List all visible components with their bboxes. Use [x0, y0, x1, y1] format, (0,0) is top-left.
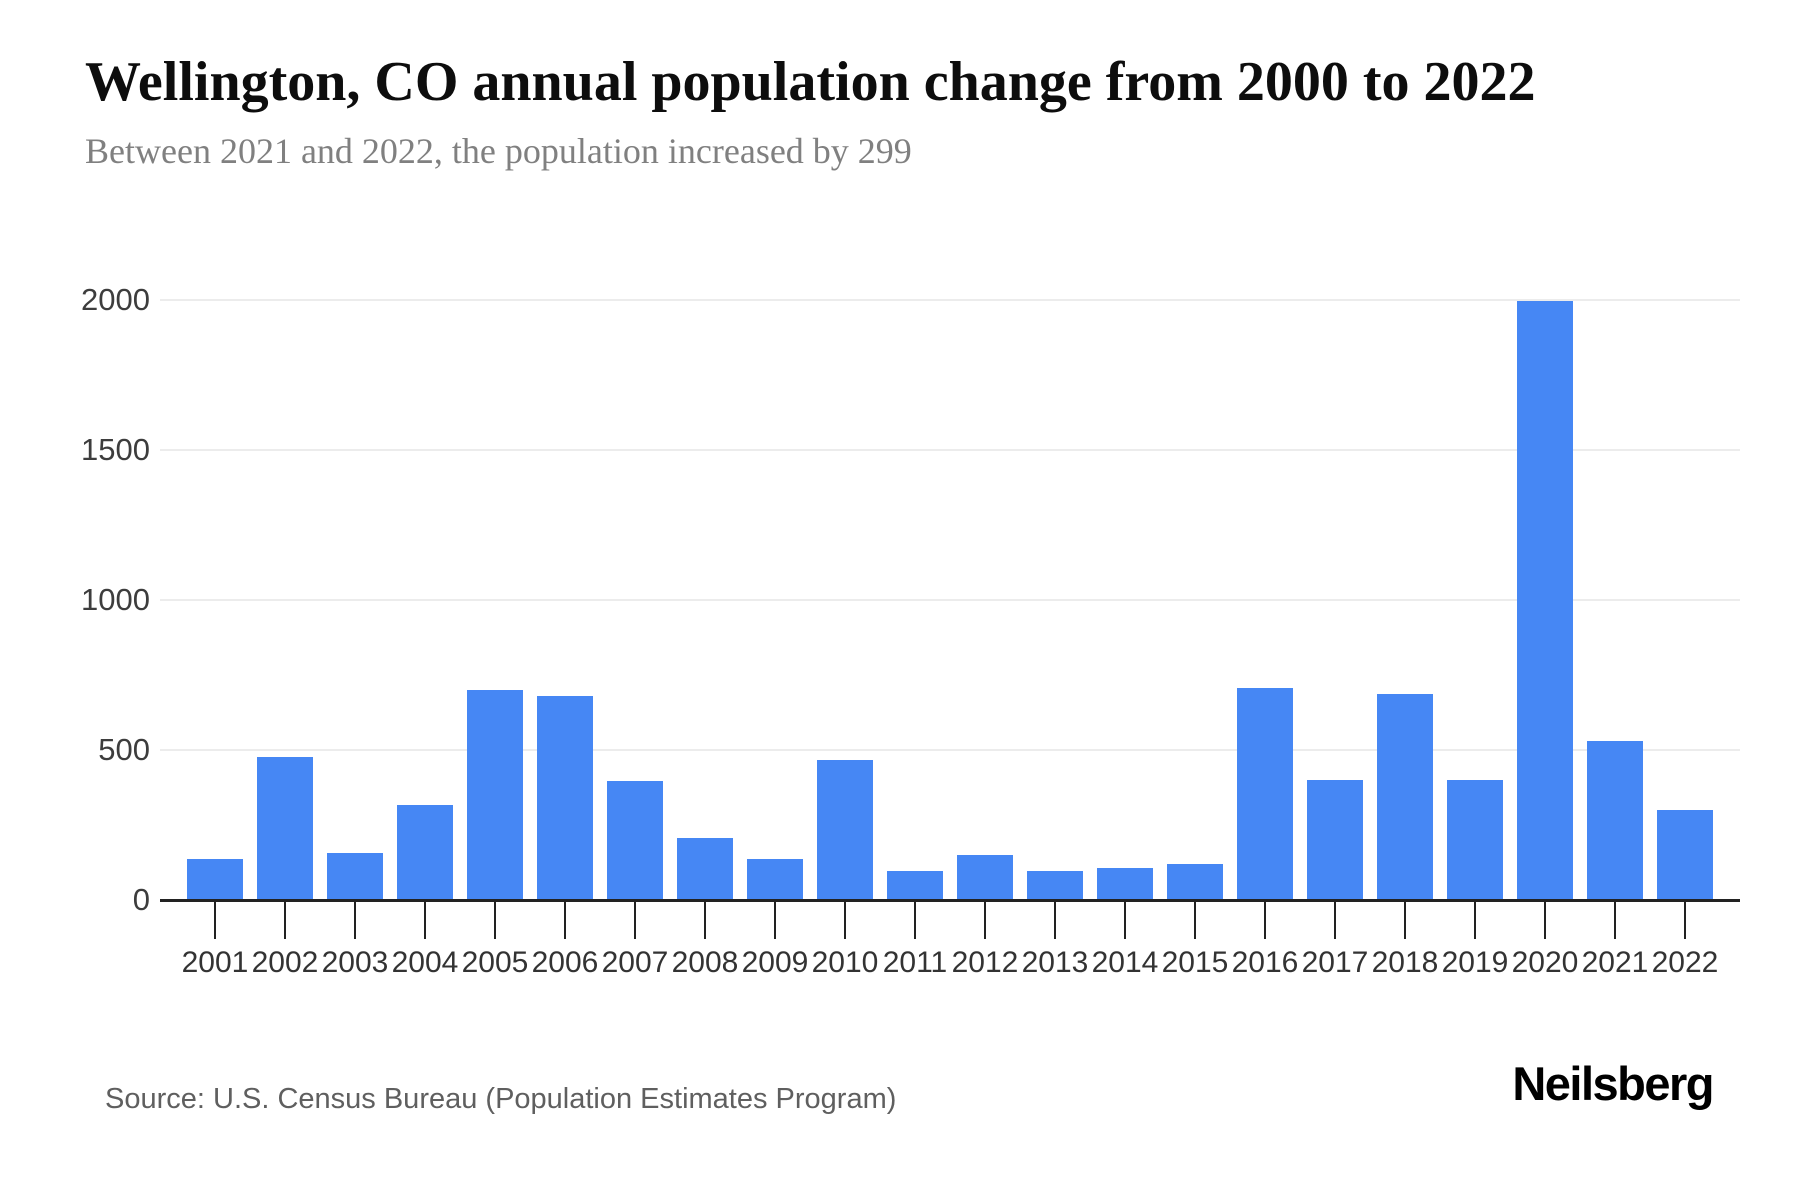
bar-2004[interactable] — [397, 805, 453, 900]
bar-2015[interactable] — [1167, 864, 1223, 900]
x-axis-label-2017: 2017 — [1301, 946, 1369, 979]
bar-2005[interactable] — [467, 690, 523, 900]
bar-2002[interactable] — [257, 757, 313, 900]
x-tick-2012 — [984, 901, 986, 939]
x-tick-2019 — [1474, 901, 1476, 939]
x-tick-2015 — [1194, 901, 1196, 939]
bar-2020[interactable] — [1517, 301, 1573, 900]
y-axis-label-0: 0 — [132, 882, 150, 917]
x-tick-2009 — [774, 901, 776, 939]
bar-2006[interactable] — [537, 696, 593, 900]
x-tick-2014 — [1124, 901, 1126, 939]
bar-2007[interactable] — [607, 781, 663, 900]
x-tick-2004 — [424, 901, 426, 939]
x-tick-2021 — [1614, 901, 1616, 939]
x-axis-label-2020: 2020 — [1511, 946, 1579, 979]
x-tick-2001 — [214, 901, 216, 939]
bar-2003[interactable] — [327, 853, 383, 900]
gridline-1000 — [160, 599, 1740, 601]
x-axis-label-2009: 2009 — [741, 946, 809, 979]
x-axis-label-2007: 2007 — [601, 946, 669, 979]
x-axis-label-2002: 2002 — [251, 946, 319, 979]
source-note: Source: U.S. Census Bureau (Population E… — [105, 1083, 897, 1115]
x-axis-label-2018: 2018 — [1371, 946, 1439, 979]
x-axis-label-2001: 2001 — [181, 946, 249, 979]
x-tick-2022 — [1684, 901, 1686, 939]
bar-2013[interactable] — [1027, 871, 1083, 900]
x-tick-2008 — [704, 901, 706, 939]
x-axis-label-2005: 2005 — [461, 946, 529, 979]
gridline-500 — [160, 749, 1740, 751]
x-tick-2005 — [494, 901, 496, 939]
gridline-2000 — [160, 299, 1740, 301]
bar-2021[interactable] — [1587, 741, 1643, 900]
gridline-1500 — [160, 449, 1740, 451]
chart-subtitle: Between 2021 and 2022, the population in… — [85, 131, 912, 171]
x-axis-label-2016: 2016 — [1231, 946, 1299, 979]
bar-2012[interactable] — [957, 855, 1013, 900]
x-axis-label-2008: 2008 — [671, 946, 739, 979]
x-tick-2017 — [1334, 901, 1336, 939]
x-tick-2006 — [564, 901, 566, 939]
y-axis-label-500: 500 — [98, 732, 150, 767]
y-axis-label-1500: 1500 — [81, 432, 150, 467]
bar-2009[interactable] — [747, 859, 803, 900]
bar-2019[interactable] — [1447, 780, 1503, 900]
x-axis-label-2010: 2010 — [811, 946, 879, 979]
bar-2014[interactable] — [1097, 868, 1153, 900]
x-axis-label-2011: 2011 — [882, 946, 948, 979]
y-axis-label-1000: 1000 — [81, 582, 150, 617]
x-axis-label-2004: 2004 — [391, 946, 459, 979]
bar-2010[interactable] — [817, 760, 873, 900]
bar-2001[interactable] — [187, 859, 243, 900]
bar-2008[interactable] — [677, 838, 733, 900]
x-axis-label-2006: 2006 — [531, 946, 599, 979]
x-tick-2011 — [914, 901, 916, 939]
neilsberg-logo: Neilsberg — [1512, 1057, 1714, 1110]
bar-2016[interactable] — [1237, 688, 1293, 900]
x-tick-2003 — [354, 901, 356, 939]
bar-2018[interactable] — [1377, 694, 1433, 900]
y-axis-label-2000: 2000 — [81, 282, 150, 317]
x-tick-2016 — [1264, 901, 1266, 939]
x-axis-line — [160, 899, 1740, 902]
x-axis-label-2021: 2021 — [1581, 946, 1649, 979]
x-axis-label-2015: 2015 — [1161, 946, 1229, 979]
x-tick-2002 — [284, 901, 286, 939]
x-axis-label-2013: 2013 — [1021, 946, 1089, 979]
x-axis-label-2012: 2012 — [951, 946, 1019, 979]
x-tick-2018 — [1404, 901, 1406, 939]
x-tick-2020 — [1544, 901, 1546, 939]
x-tick-2013 — [1054, 901, 1056, 939]
x-axis-label-2022: 2022 — [1651, 946, 1719, 979]
bar-2022[interactable] — [1657, 810, 1713, 900]
chart-title: Wellington, CO annual population change … — [85, 51, 1536, 113]
x-tick-2007 — [634, 901, 636, 939]
x-axis-label-2014: 2014 — [1091, 946, 1159, 979]
bar-2011[interactable] — [887, 871, 943, 900]
x-tick-2010 — [844, 901, 846, 939]
bar-2017[interactable] — [1307, 780, 1363, 900]
x-axis-label-2019: 2019 — [1441, 946, 1509, 979]
x-axis-label-2003: 2003 — [321, 946, 389, 979]
